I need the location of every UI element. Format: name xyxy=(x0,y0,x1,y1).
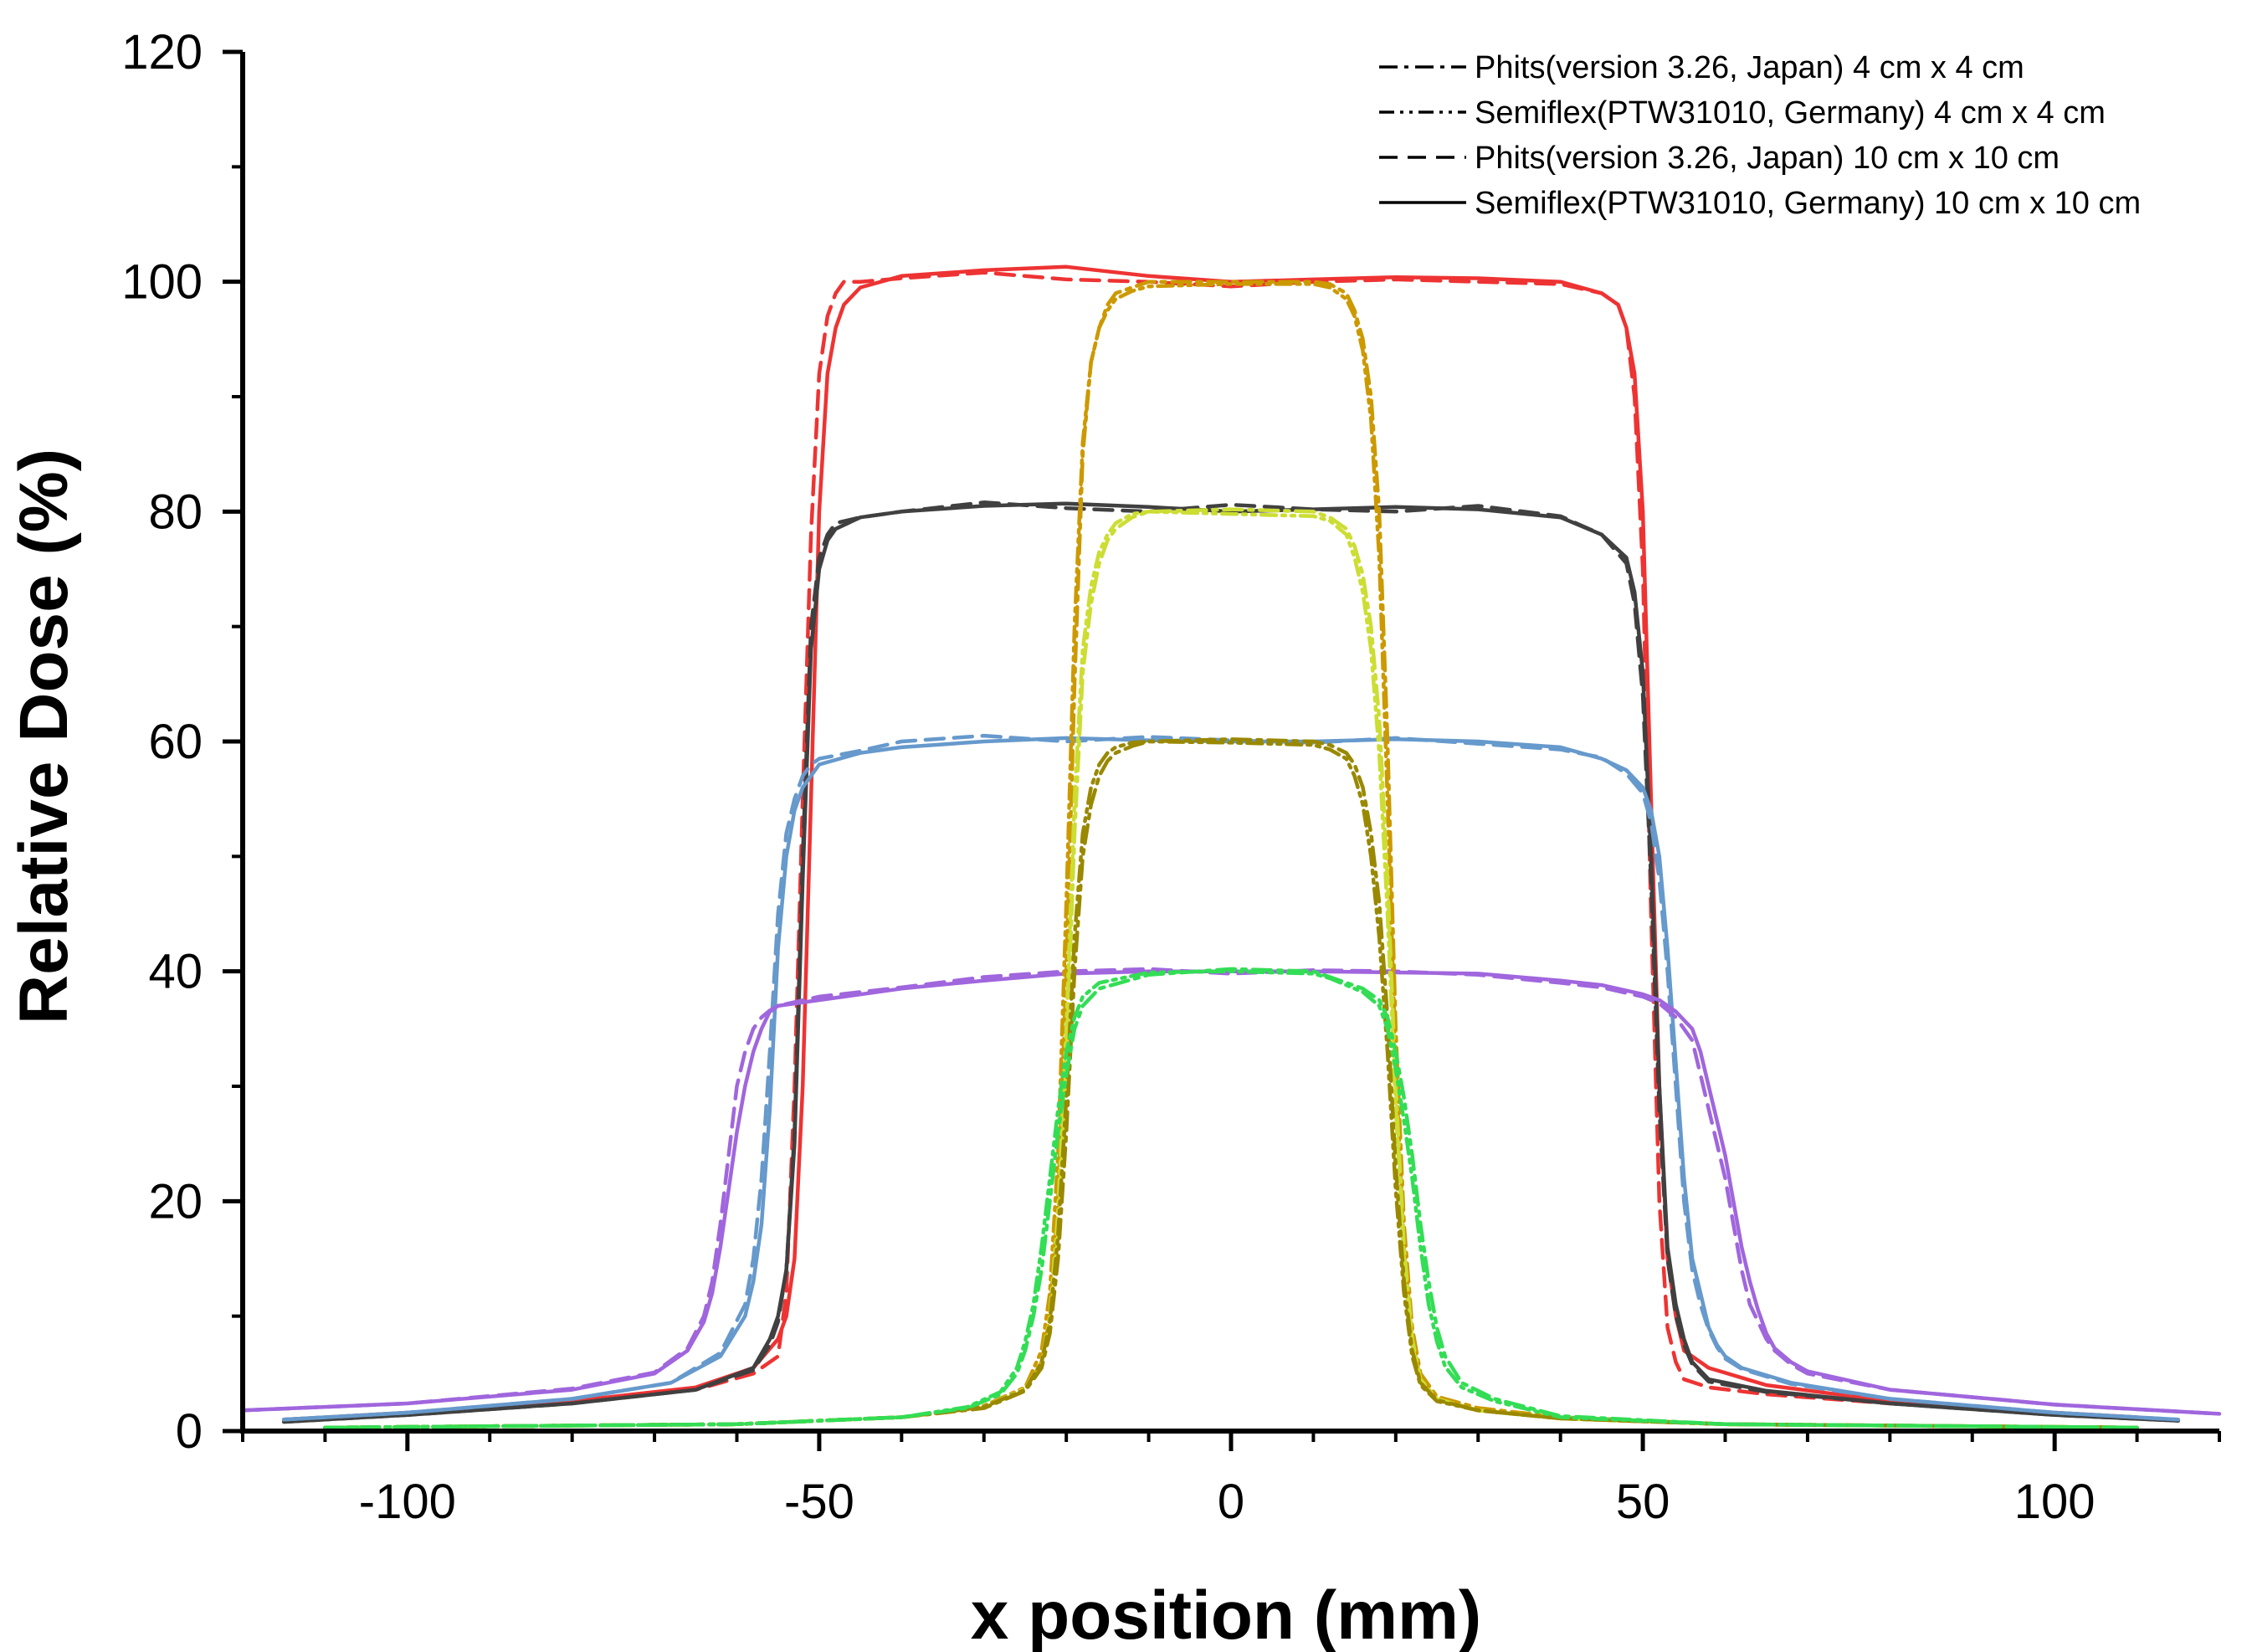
y-tick-label: 60 xyxy=(148,715,203,769)
x-tick-label: -50 xyxy=(784,1475,854,1529)
series-line xyxy=(323,969,2139,1430)
series-line xyxy=(281,500,2181,1424)
series-line xyxy=(323,737,2139,1430)
legend-label: Phits(version 3.26, Japan) 4 cm x 4 cm xyxy=(1475,50,2024,85)
x-tick-label: 50 xyxy=(1616,1475,1670,1529)
y-tick-label: 20 xyxy=(148,1174,203,1229)
series-line xyxy=(240,967,2222,1416)
x-tick-label: 100 xyxy=(2014,1475,2096,1529)
axes-group: 0 20 40 60 80 100 120 -100 -50 0 50 100 xyxy=(121,25,2221,1529)
plot-series-group xyxy=(240,264,2222,1430)
y-axis-title: Relative Dose (%) xyxy=(6,449,82,1024)
series-line xyxy=(323,967,2139,1430)
legend-label: Semiflex(PTW31010, Germany) 4 cm x 4 cm xyxy=(1475,95,2106,131)
legend-label: Semiflex(PTW31010, Germany) 10 cm x 10 c… xyxy=(1475,186,2141,221)
series-line xyxy=(281,264,2139,1422)
y-ticks: 0 20 40 60 80 100 120 xyxy=(121,25,243,1459)
y-tick-label: 40 xyxy=(148,945,203,999)
legend: Phits(version 3.26, Japan) 4 cm x 4 cm Se… xyxy=(1379,50,2141,221)
y-tick-label: 120 xyxy=(121,25,203,80)
y-tick-label: 100 xyxy=(121,255,203,310)
series-line xyxy=(281,733,2181,1422)
series-line xyxy=(281,736,2181,1422)
x-tick-label: 0 xyxy=(1218,1475,1244,1529)
y-tick-label: 80 xyxy=(148,485,203,539)
series-line xyxy=(323,739,2139,1430)
series-line xyxy=(281,270,2139,1422)
series-line xyxy=(240,969,2222,1416)
x-axis-title: x position (mm) xyxy=(971,1578,1481,1652)
y-tick-label: 0 xyxy=(176,1404,203,1459)
x-ticks: -100 -50 0 50 100 xyxy=(241,1431,2221,1529)
legend-label: Phits(version 3.26, Japan) 10 cm x 10 cm xyxy=(1475,141,2060,176)
x-tick-label: -100 xyxy=(359,1475,456,1529)
series-line xyxy=(281,501,2181,1424)
series-line xyxy=(323,282,2139,1430)
series-line xyxy=(323,280,2139,1430)
